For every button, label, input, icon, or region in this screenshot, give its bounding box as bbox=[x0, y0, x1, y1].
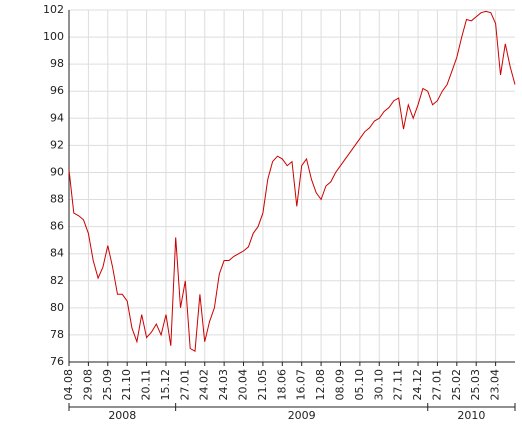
x-tick-label: 29.08 bbox=[81, 369, 94, 401]
y-tick-label: 76 bbox=[50, 355, 64, 368]
x-tick-label: 25.03 bbox=[469, 369, 482, 401]
x-tick-label: 27.01 bbox=[178, 369, 191, 401]
x-tick-label: 16.07 bbox=[295, 369, 308, 401]
x-tick-label: 15.12 bbox=[159, 369, 172, 401]
y-tick-label: 90 bbox=[50, 165, 64, 178]
y-tick-label: 80 bbox=[50, 301, 64, 314]
y-tick-label: 78 bbox=[50, 328, 64, 341]
y-tick-label: 82 bbox=[50, 274, 64, 287]
y-tick-label: 92 bbox=[50, 138, 64, 151]
year-label: 2010 bbox=[457, 409, 485, 422]
y-tick-label: 94 bbox=[50, 111, 64, 124]
y-tick-label: 88 bbox=[50, 193, 64, 206]
y-tick-label: 86 bbox=[50, 220, 64, 233]
x-tick-label: 21.10 bbox=[120, 369, 133, 401]
y-tick-label: 100 bbox=[43, 30, 64, 43]
x-tick-label: 27.01 bbox=[430, 369, 443, 401]
x-tick-label: 30.10 bbox=[372, 369, 385, 401]
line-series bbox=[68, 10, 516, 353]
x-tick-label: 04.08 bbox=[62, 369, 75, 401]
x-tick-label: 21.05 bbox=[256, 369, 269, 401]
x-tick-label: 24.12 bbox=[411, 369, 424, 401]
x-tick-label: 18.06 bbox=[275, 369, 288, 401]
x-tick-label: 20.11 bbox=[140, 369, 153, 401]
x-tick-label: 27.11 bbox=[392, 369, 405, 401]
year-label: 2009 bbox=[288, 409, 316, 422]
x-tick-label: 20.04 bbox=[237, 369, 250, 401]
x-tick-label: 23.04 bbox=[489, 369, 502, 401]
x-tick-label: 12.08 bbox=[314, 369, 327, 401]
y-tick-label: 98 bbox=[50, 57, 64, 70]
year-label: 2008 bbox=[108, 409, 136, 422]
x-tick-label: 25.09 bbox=[101, 369, 114, 401]
y-tick-label: 96 bbox=[50, 84, 64, 97]
x-tick-label: 25.02 bbox=[450, 369, 463, 401]
x-tick-label: 24.03 bbox=[217, 369, 230, 401]
x-tick-label: 05.10 bbox=[353, 369, 366, 401]
x-tick-label: 08.09 bbox=[333, 369, 346, 401]
y-tick-label: 84 bbox=[50, 247, 64, 260]
x-tick-label: 24.02 bbox=[198, 369, 211, 401]
y-tick-label: 102 bbox=[43, 3, 64, 16]
